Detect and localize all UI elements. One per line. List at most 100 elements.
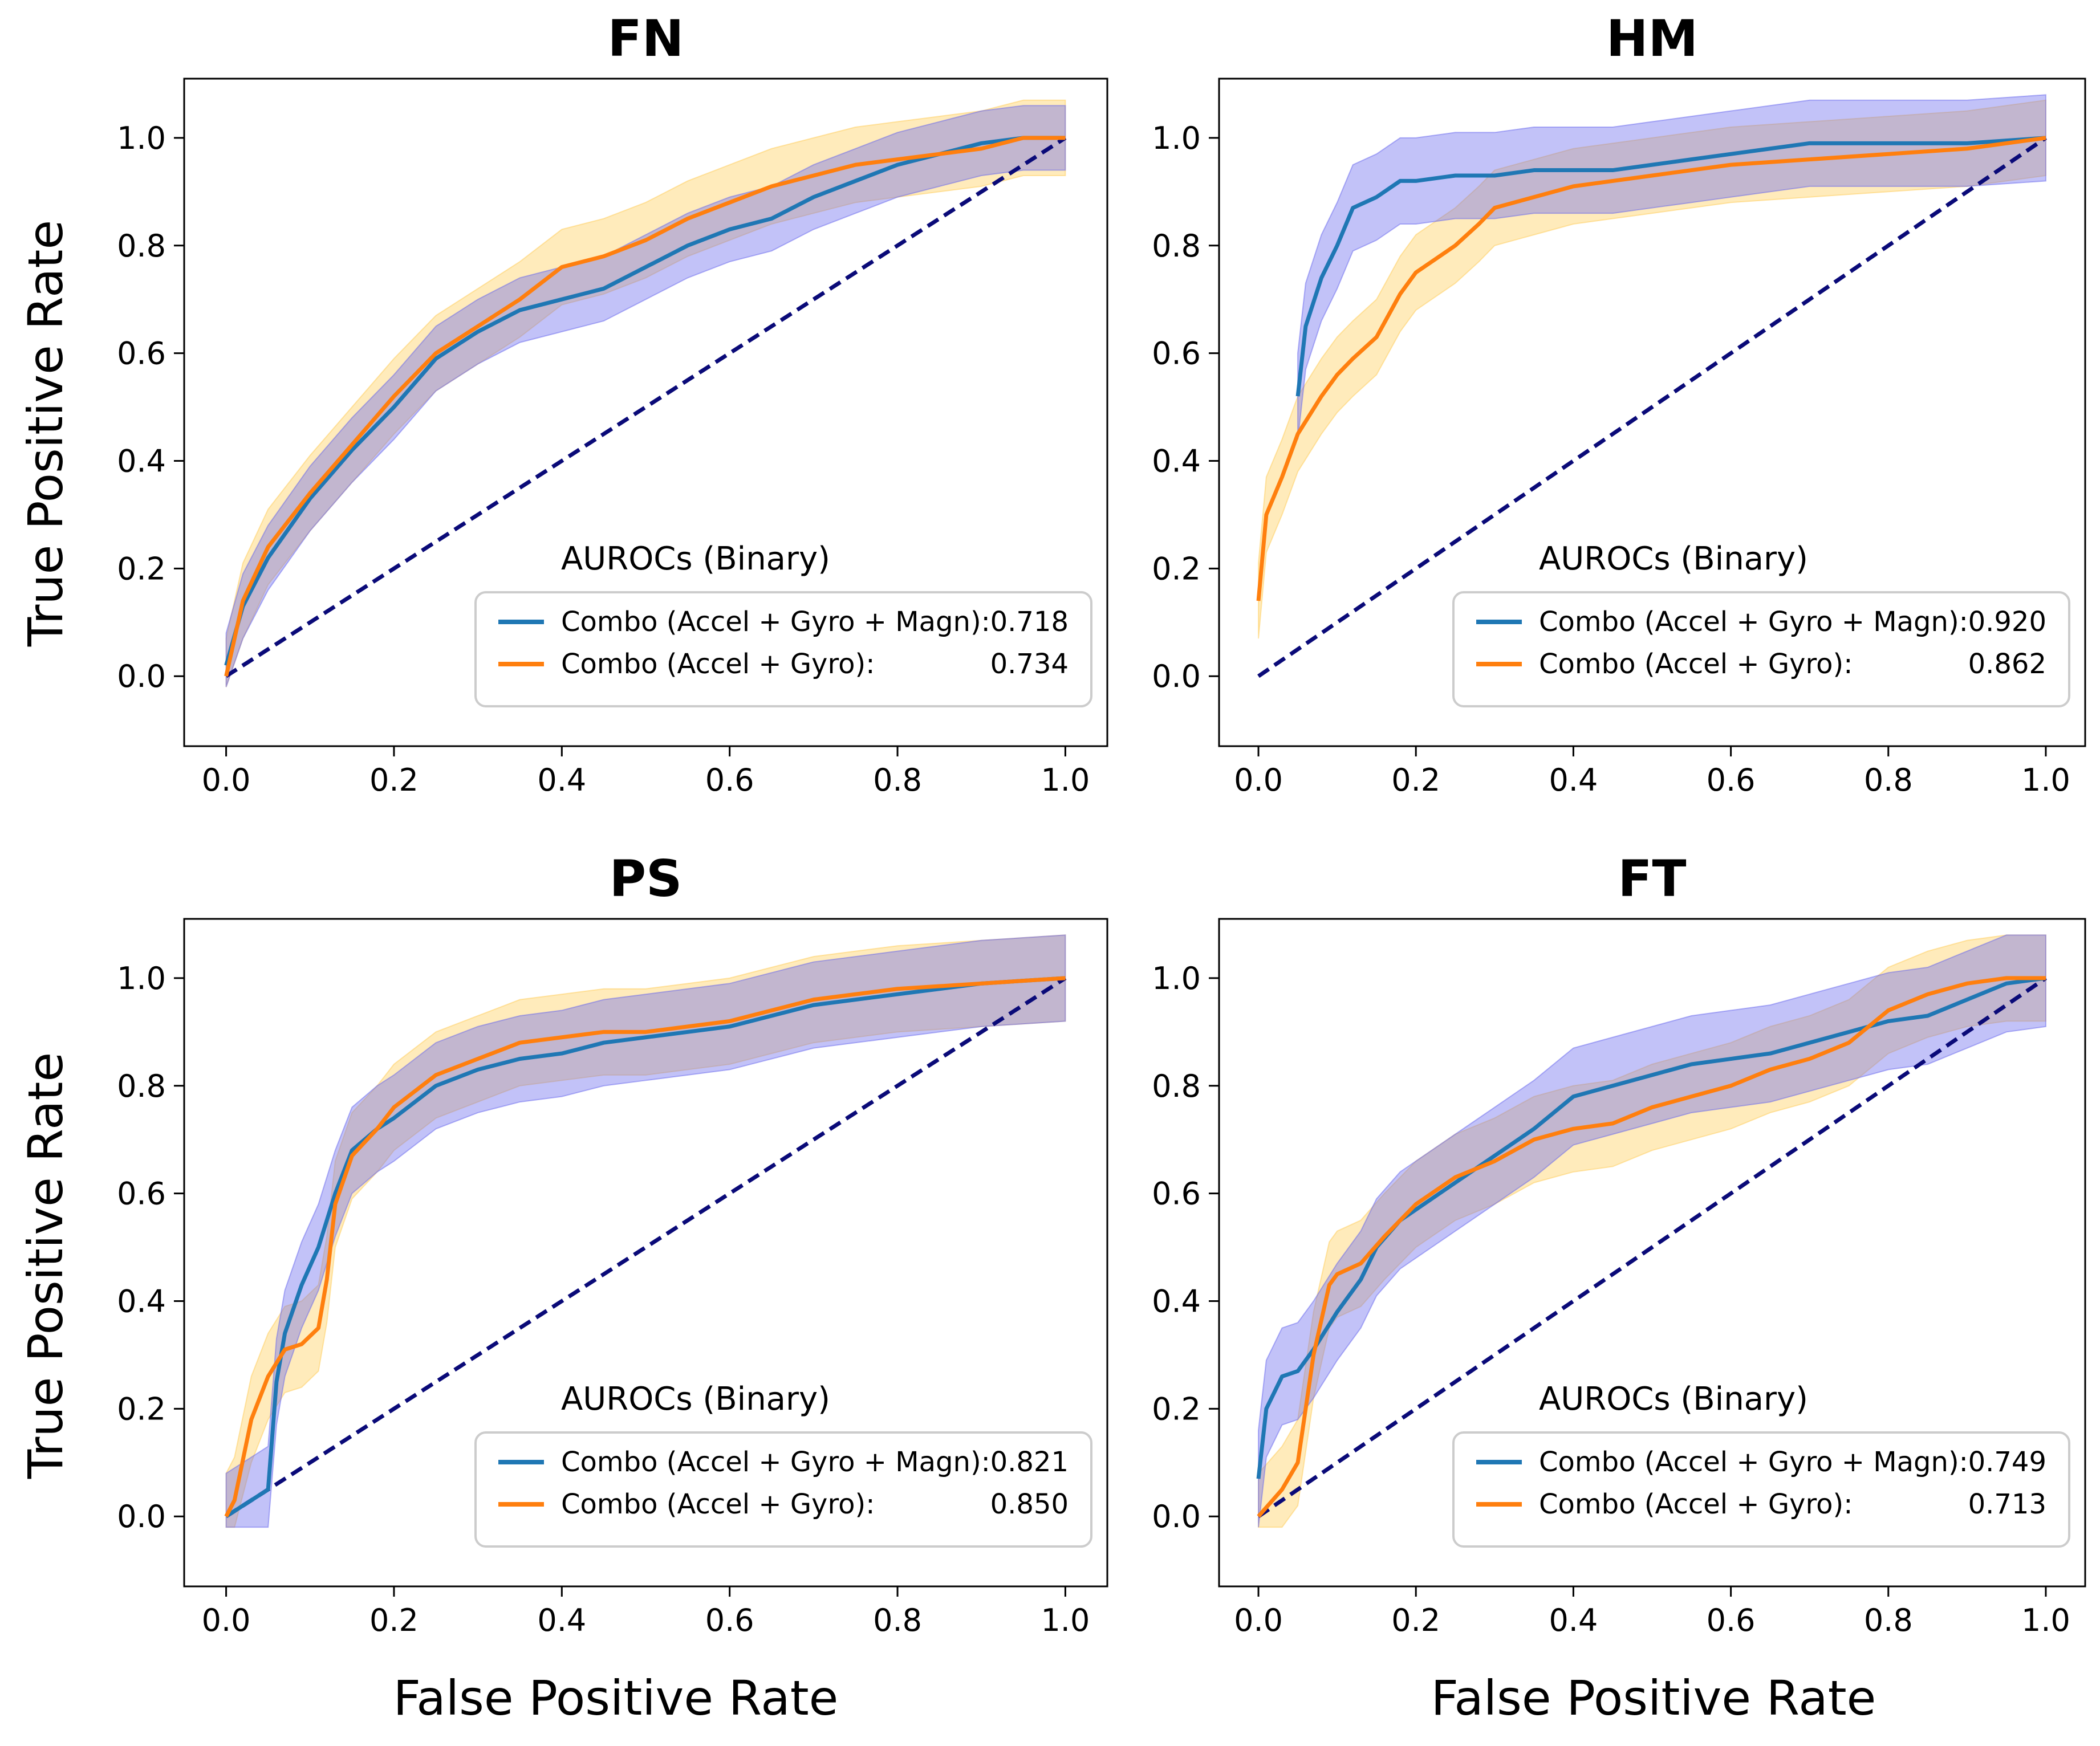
y-tick-label: 0.8 [1152, 228, 1201, 264]
legend-entry-auroc: 0.920 [1968, 606, 2046, 638]
roc-line-accel-gyro [1256, 136, 2046, 601]
chart-title: FT [1618, 849, 1686, 908]
x-axis-label-right: False Positive Rate [1431, 1670, 1876, 1726]
y-tick-label: 0.0 [117, 1499, 166, 1535]
x-tick-label: 0.4 [1549, 762, 1598, 798]
plot-frame [183, 918, 1108, 1588]
chance-diagonal-line [1257, 136, 2047, 678]
x-tick-label: 0.0 [202, 1602, 251, 1638]
x-tick-label: 0.6 [705, 762, 754, 798]
roc-line-accel-gyro [224, 976, 1066, 1517]
confidence-band-accel-gyro-magn [225, 934, 1066, 1528]
roc-line-accel-gyro-magn [1295, 136, 2046, 397]
legend-box [1452, 1431, 2070, 1548]
x-tick-label: 1.0 [2021, 762, 2070, 798]
y-tick-label: 1.0 [117, 960, 166, 996]
legend-entry-auroc: 0.862 [1968, 648, 2046, 680]
x-tick-label: 1.0 [1041, 762, 1090, 798]
plot-frame [1218, 918, 2086, 1588]
x-tick-label: 0.2 [369, 1602, 419, 1638]
chart-panel-hm: HM 0.0 0.2 0.4 0.6 0.8 1.0 0.0 0.2 0.4 0.6 0.8 1.0 AU… [1152, 9, 2086, 798]
legend-entry-name: Combo (Accel + Gyro + Magn): [561, 606, 990, 638]
y-tick-label: 0.8 [1152, 1068, 1201, 1104]
roc-line-accel-gyro [1257, 976, 2046, 1518]
confidence-band-accel-gyro-magn [1297, 94, 2046, 439]
y-tick-label: 0.6 [1152, 336, 1201, 372]
chart-title: HM [1606, 9, 1698, 68]
plot-frame [1218, 78, 2086, 747]
legend-entry-auroc: 0.821 [990, 1446, 1069, 1478]
plot-frame [183, 78, 1108, 747]
legend-entry-name: Combo (Accel + Gyro + Magn): [1539, 1446, 1968, 1478]
y-tick-label: 0.6 [117, 1176, 166, 1212]
x-tick-label: 0.0 [1234, 762, 1283, 798]
y-tick-label: 0.6 [1152, 1176, 1201, 1212]
roc-line-accel-gyro [224, 136, 1066, 677]
x-tick-label: 0.6 [705, 1602, 754, 1638]
legend-box [474, 1431, 1092, 1548]
legend-entry-auroc: 0.734 [990, 648, 1069, 680]
y-tick-label: 0.4 [117, 443, 166, 479]
y-tick-label: 1.0 [117, 120, 166, 156]
legend-title: AUROCs (Binary) [561, 1381, 830, 1418]
x-tick-label: 0.0 [202, 762, 251, 798]
legend-entry-name: Combo (Accel + Gyro): [1539, 648, 1853, 680]
y-tick-label: 0.0 [1152, 1499, 1201, 1535]
x-tick-label: 0.8 [873, 762, 922, 798]
chance-diagonal-line [225, 976, 1067, 1519]
y-tick-label: 0.2 [1152, 551, 1201, 587]
y-axis-label-bottom: True Positive Rate [18, 1052, 74, 1479]
legend-title: AUROCs (Binary) [1539, 540, 1808, 577]
x-tick-label: 0.8 [873, 1602, 922, 1638]
legend-entry-auroc: 0.713 [1968, 1488, 2046, 1520]
chart-title: FN [608, 9, 684, 68]
x-tick-label: 0.4 [537, 762, 586, 798]
x-tick-label: 0.2 [369, 762, 419, 798]
legend-entry-name: Combo (Accel + Gyro + Magn): [561, 1446, 990, 1478]
chart-title: PS [610, 849, 683, 908]
confidence-band-accel-gyro-magn [1258, 934, 2046, 1528]
x-tick-label: 0.8 [1864, 762, 1913, 798]
legend-title: AUROCs (Binary) [561, 540, 830, 577]
legend-entry-name: Combo (Accel + Gyro + Magn): [1539, 606, 1968, 638]
y-tick-label: 0.0 [1152, 658, 1201, 694]
x-tick-label: 0.4 [537, 1602, 586, 1638]
x-tick-label: 0.2 [1391, 1602, 1440, 1638]
roc-line-accel-gyro-magn [225, 976, 1066, 1519]
y-tick-label: 1.0 [1152, 960, 1201, 996]
chance-diagonal-line [225, 136, 1067, 678]
legend-entry-name: Combo (Accel + Gyro): [561, 1488, 875, 1520]
x-tick-label: 0.6 [1707, 1602, 1756, 1638]
x-tick-label: 1.0 [1041, 1602, 1090, 1638]
y-tick-label: 0.4 [1152, 443, 1201, 479]
x-tick-label: 0.4 [1549, 1602, 1598, 1638]
y-tick-label: 0.8 [117, 1068, 166, 1104]
legend-box [1452, 591, 2070, 707]
chart-panel-fn: FN 0.0 0.2 0.4 0.6 0.8 1.0 0.0 0.2 0.4 0.6 0.8 1.0 AU… [117, 9, 1108, 798]
y-tick-label: 0.2 [117, 551, 166, 587]
legend-entry-name: Combo (Accel + Gyro): [561, 648, 875, 680]
y-tick-label: 1.0 [1152, 120, 1201, 156]
x-tick-label: 0.6 [1707, 762, 1756, 798]
legend-entry-name: Combo (Accel + Gyro): [1539, 1488, 1853, 1520]
x-tick-label: 0.0 [1234, 1602, 1283, 1638]
y-tick-label: 0.0 [117, 658, 166, 694]
legend-entry-auroc: 0.718 [990, 606, 1069, 638]
x-tick-label: 0.2 [1391, 762, 1440, 798]
y-tick-label: 0.2 [1152, 1391, 1201, 1427]
legend-title: AUROCs (Binary) [1539, 1381, 1808, 1418]
chance-diagonal-line [1257, 976, 2047, 1519]
y-tick-label: 0.8 [117, 228, 166, 264]
y-axis-label-top: True Positive Rate [18, 219, 74, 647]
y-tick-label: 0.6 [117, 336, 166, 372]
y-tick-label: 0.2 [117, 1391, 166, 1427]
x-tick-label: 0.8 [1864, 1602, 1913, 1638]
roc-line-accel-gyro-magn [224, 136, 1066, 666]
legend-entry-auroc: 0.749 [1968, 1446, 2046, 1478]
x-axis-label-left: False Positive Rate [393, 1670, 839, 1726]
y-tick-label: 0.4 [117, 1283, 166, 1319]
y-tick-label: 0.4 [1152, 1283, 1201, 1319]
legend-entry-auroc: 0.850 [990, 1488, 1069, 1520]
chart-panel-ft: FT 0.0 0.2 0.4 0.6 0.8 1.0 0.0 0.2 0.4 0.6 0.8 1.0 AU… [1152, 849, 2086, 1638]
